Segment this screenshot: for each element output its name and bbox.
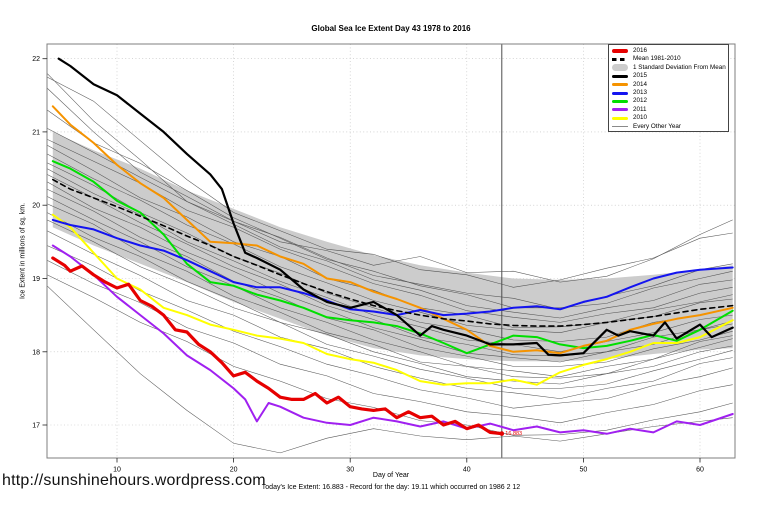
svg-text:40: 40 [463, 467, 471, 474]
legend-swatch-med [612, 91, 628, 95]
latest-value-label: 16.883 [505, 431, 522, 437]
legend-item-2010: 2010 [609, 114, 728, 122]
svg-text:20: 20 [230, 467, 238, 474]
chart-title: Global Sea Ice Extent Day 43 1978 to 201… [311, 24, 471, 33]
legend-item-2014: 2014 [609, 81, 728, 89]
legend: 2016 Mean 1981-2010 1 Standard Deviation F… [608, 44, 729, 132]
legend-label: 1 Standard Deviation From Mean [633, 63, 726, 71]
svg-text:60: 60 [696, 467, 704, 474]
legend-swatch-med [612, 74, 628, 78]
svg-text:20: 20 [32, 203, 40, 210]
legend-swatch-med [612, 116, 628, 120]
std-dev-band [52, 131, 733, 362]
footer-caption: Today's Ice Extent: 16.883 - Record for … [261, 484, 521, 491]
svg-text:19: 19 [32, 276, 40, 283]
legend-label: 2012 [633, 97, 648, 105]
svg-text:50: 50 [580, 467, 588, 474]
x-axis-label: Day of Year [372, 472, 410, 479]
svg-text:10: 10 [113, 467, 121, 474]
legend-item-2013: 2013 [609, 89, 728, 97]
axis-ticks [42, 58, 701, 463]
legend-item-2015: 2015 [609, 72, 728, 80]
svg-text:22: 22 [32, 56, 40, 63]
watermark-url: http://sunshinehours.wordpress.com [2, 472, 266, 489]
svg-text:21: 21 [32, 129, 40, 136]
series-2010 [51, 213, 734, 386]
legend-label: 2016 [633, 47, 648, 55]
legend-item-every-other-year: Every Other Year [609, 123, 728, 131]
plot-border [46, 43, 736, 459]
series-2016 [51, 256, 504, 436]
latest-value-point [499, 431, 505, 436]
legend-label: 2010 [633, 114, 648, 122]
series-2015 [57, 57, 734, 357]
legend-label: 2014 [633, 80, 648, 88]
legend-swatch-med [612, 83, 628, 87]
legend-swatch-band [612, 64, 628, 72]
series-2012 [51, 160, 734, 355]
svg-text:18: 18 [32, 349, 40, 356]
legend-label: 2015 [633, 72, 648, 80]
series-2013 [51, 218, 734, 317]
axis-tick-labels: 10 20 30 40 50 60 17 18 19 20 21 22 [32, 56, 704, 473]
legend-item-2011: 2011 [609, 106, 728, 114]
legend-label: 2011 [633, 105, 647, 113]
legend-swatch-thick [612, 49, 628, 54]
legend-label: 2013 [633, 89, 648, 96]
legend-label: Mean 1981-2010 [633, 55, 681, 63]
legend-swatch-med [612, 108, 628, 112]
legend-item-mean-1981-2010: Mean 1981-2010 [609, 55, 728, 63]
svg-text:17: 17 [32, 423, 40, 430]
legend-item-2016: 2016 [609, 47, 728, 55]
svg-text:30: 30 [346, 467, 354, 474]
series-2014 [51, 105, 734, 355]
legend-label: Every Other Year [633, 122, 681, 130]
legend-item-1-standard-deviation-from-mean: 1 Standard Deviation From Mean [609, 64, 728, 72]
legend-swatch-thin [612, 126, 628, 128]
legend-item-2012: 2012 [609, 97, 728, 105]
legend-swatch-med [612, 100, 628, 104]
series-2011 [51, 244, 734, 435]
legend-swatch-dash [612, 58, 628, 62]
